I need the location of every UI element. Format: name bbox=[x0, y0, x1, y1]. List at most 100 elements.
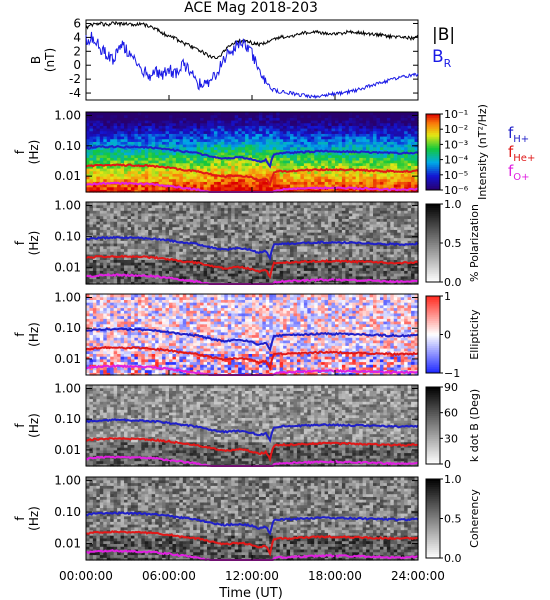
spectrogram-cell bbox=[127, 152, 132, 156]
spectrogram-cell bbox=[279, 168, 284, 172]
spectrogram-cell bbox=[130, 248, 136, 252]
spectrogram-cell bbox=[86, 281, 91, 285]
spectrogram-cell bbox=[110, 165, 115, 169]
spectrogram-cell bbox=[307, 251, 312, 255]
spectrogram-cell bbox=[335, 117, 340, 121]
spectrogram-cell bbox=[324, 157, 329, 161]
y-tick-label: 6 bbox=[73, 16, 81, 30]
spectrogram-cell bbox=[258, 165, 263, 169]
spectrogram-cell bbox=[110, 160, 115, 164]
spectrogram-cell bbox=[307, 218, 312, 222]
spectrogram-cell bbox=[158, 262, 163, 266]
spectrogram-cell bbox=[383, 138, 388, 142]
spectrogram-cell bbox=[86, 157, 91, 161]
spectrogram-cell bbox=[99, 130, 104, 134]
colorbar-segment bbox=[426, 188, 440, 191]
spectrogram-cell bbox=[137, 243, 142, 247]
spectrogram-cell bbox=[186, 267, 191, 271]
spectrogram-cell bbox=[86, 112, 91, 116]
spectrogram-cell bbox=[137, 251, 142, 255]
spectrogram-cell bbox=[89, 141, 94, 145]
spectrogram-cell bbox=[241, 186, 246, 190]
spectrogram-cell bbox=[227, 267, 232, 271]
spectrogram-cell bbox=[120, 176, 125, 180]
spectrogram-cell bbox=[348, 189, 353, 193]
spectrogram-cell bbox=[96, 160, 101, 164]
spectrogram-cell bbox=[193, 112, 198, 116]
spectrogram-cell bbox=[369, 173, 374, 177]
spectrogram-cell bbox=[186, 178, 191, 182]
spectrogram-cell bbox=[179, 256, 184, 260]
spectrogram-cell bbox=[141, 256, 146, 260]
spectrogram-cell bbox=[373, 184, 378, 188]
spectrogram-cell bbox=[310, 146, 315, 150]
spectrogram-cell bbox=[400, 133, 405, 137]
spectrogram-cell bbox=[379, 141, 385, 145]
spectrogram-cell bbox=[335, 112, 340, 116]
colorbar-frame bbox=[425, 113, 441, 191]
spectrogram-cell bbox=[151, 181, 156, 185]
spectrogram-cell bbox=[224, 136, 229, 140]
spectrogram-cell bbox=[262, 149, 267, 153]
spectrogram-cell bbox=[252, 264, 257, 269]
spectrogram-cell bbox=[397, 136, 402, 140]
spectrogram-cell bbox=[258, 136, 263, 140]
spectrogram-cell bbox=[169, 181, 174, 185]
spectrogram-cell bbox=[314, 218, 319, 222]
spectrogram-cell bbox=[279, 181, 284, 185]
spectrogram-cell bbox=[113, 223, 118, 228]
spectrogram-cell bbox=[279, 146, 284, 150]
spectrogram-cell bbox=[124, 212, 129, 217]
spectrogram-cell bbox=[210, 229, 215, 233]
spectrogram-cell bbox=[258, 122, 263, 126]
spectrogram-cell bbox=[172, 243, 177, 247]
spectrogram-cell bbox=[189, 281, 194, 285]
spectrogram-cell bbox=[137, 248, 142, 252]
spectrogram-cell bbox=[328, 184, 333, 188]
spectrogram-cell bbox=[158, 162, 163, 166]
spectrogram-cell bbox=[220, 256, 225, 260]
spectrogram-cell bbox=[407, 176, 412, 180]
spectrogram-cell bbox=[162, 120, 167, 124]
spectrogram-cell bbox=[335, 181, 340, 185]
spectrogram-cell bbox=[314, 125, 319, 129]
spectrogram-cell bbox=[151, 112, 156, 116]
spectrogram-cell bbox=[141, 251, 146, 255]
spectrogram-cell bbox=[130, 138, 136, 142]
spectrogram-cell bbox=[296, 130, 302, 134]
spectrogram-cell bbox=[155, 154, 160, 158]
spectrogram-cell bbox=[120, 275, 125, 280]
spectrogram-cell bbox=[397, 120, 402, 124]
spectrogram-cell bbox=[376, 144, 381, 148]
spectrogram-cell bbox=[120, 114, 125, 118]
spectrogram-cell bbox=[99, 157, 104, 161]
spectrogram-cell bbox=[162, 204, 167, 209]
spectrogram-cell bbox=[296, 157, 302, 161]
spectrogram-cell bbox=[321, 138, 326, 142]
spectrogram-cell bbox=[144, 152, 149, 156]
spectrogram-cell bbox=[117, 207, 122, 211]
spectrogram-cell bbox=[217, 176, 222, 180]
spectrogram-cell bbox=[245, 207, 250, 211]
spectrogram-cell bbox=[272, 232, 277, 236]
spectrogram-cell bbox=[359, 133, 364, 137]
spectrogram-cell bbox=[134, 212, 139, 217]
spectrogram-cell bbox=[172, 202, 177, 206]
spectrogram-cell bbox=[241, 128, 246, 132]
spectrogram-cell bbox=[217, 278, 222, 282]
spectrogram-cell bbox=[283, 141, 288, 145]
spectrogram-cell bbox=[162, 149, 167, 153]
spectrogram-cell bbox=[231, 136, 236, 140]
spectrogram-cell bbox=[103, 212, 108, 217]
spectrogram-cell bbox=[404, 173, 409, 177]
spectrogram-cell bbox=[169, 218, 174, 222]
spectrogram-cell bbox=[175, 221, 180, 225]
spectrogram-cell bbox=[286, 256, 291, 260]
spectrogram-cell bbox=[89, 157, 94, 161]
spectrogram-cell bbox=[269, 262, 274, 266]
spectrogram-cell bbox=[293, 168, 298, 172]
spectrogram-cell bbox=[283, 215, 288, 219]
spectrogram-cell bbox=[234, 210, 239, 214]
spectrogram-cell bbox=[103, 189, 108, 193]
spectrogram-cell bbox=[89, 149, 94, 153]
